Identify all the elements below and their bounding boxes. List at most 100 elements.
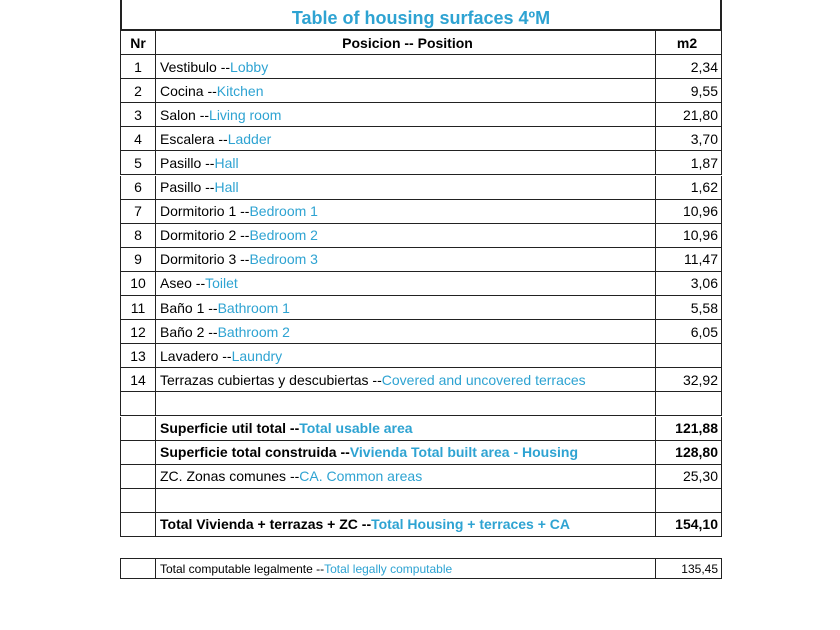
table-row	[120, 488, 722, 513]
position-cell: Superficie util total -- Total usable ar…	[155, 416, 655, 440]
spanish-text: Aseo --	[160, 275, 206, 292]
spanish-text: Vestibulo --	[160, 58, 231, 75]
english-text: Lobby	[230, 58, 269, 75]
m2-cell: 10,96	[655, 223, 722, 247]
table-row	[120, 392, 722, 417]
m2-cell	[655, 488, 722, 512]
position-cell: Baño 2 -- Bathroom 2	[155, 320, 655, 344]
m2-cell: 3,06	[655, 271, 722, 295]
position-cell: Pasillo -- Hall	[155, 175, 655, 199]
english-text: Laundry	[231, 347, 283, 364]
nr-cell: 10	[120, 271, 155, 295]
m2-cell: 10,96	[655, 199, 722, 223]
position-cell: ZC. Zonas comunes -- CA. Common areas	[155, 464, 655, 488]
english-text: Bedroom 1	[249, 203, 318, 220]
nr-cell: 11	[120, 296, 155, 320]
table-row: Nr Posicion -- Position m2	[120, 31, 722, 55]
english-text: Covered and uncovered terraces	[381, 371, 586, 388]
m2-cell	[655, 344, 722, 368]
m2-cell: 2,34	[655, 55, 722, 79]
spanish-text: Escalera --	[160, 130, 228, 147]
m2-cell: 121,88	[655, 416, 722, 440]
column-header: Posicion -- Position	[155, 31, 655, 54]
m2-cell: 32,92	[655, 368, 722, 392]
spanish-text: Lavadero --	[160, 347, 232, 364]
spanish-text: Superficie util total --	[160, 420, 300, 437]
position-cell: Dormitorio 2 -- Bedroom 2	[155, 223, 655, 247]
m2-cell: 128,80	[655, 440, 722, 464]
table-row: 5 Pasillo -- Hall 1,87	[120, 151, 722, 176]
spanish-text: Dormitorio 1 --	[160, 203, 250, 220]
spanish-text: Baño 1 --	[160, 299, 218, 316]
spanish-text: Terrazas cubiertas y descubiertas --	[160, 371, 382, 388]
english-text: Total legally computable	[324, 561, 453, 576]
table-row: 6 Pasillo -- Hall 1,62	[120, 175, 722, 200]
position-cell: Aseo -- Toilet	[155, 271, 655, 295]
english-text: Living room	[209, 106, 282, 123]
nr-cell	[120, 464, 155, 488]
nr-cell: 14	[120, 368, 155, 392]
m2-cell: 1,62	[655, 175, 722, 199]
spanish-text: Cocina --	[160, 82, 217, 99]
nr-cell	[120, 392, 155, 416]
position-cell: Salon -- Living room	[155, 103, 655, 127]
table-row: Superficie util total -- Total usable ar…	[120, 416, 722, 441]
column-header: Nr	[120, 31, 155, 54]
m2-cell: 135,45	[655, 559, 722, 578]
table-row: 7 Dormitorio 1 -- Bedroom 1 10,96	[120, 199, 722, 224]
nr-cell: 8	[120, 223, 155, 247]
m2-cell: 5,58	[655, 296, 722, 320]
position-cell: Vestibulo -- Lobby	[155, 55, 655, 79]
table-row: Superficie total construida -- Vivienda …	[120, 440, 722, 465]
table-row: 14 Terrazas cubiertas y descubiertas -- C…	[120, 368, 722, 393]
nr-cell	[120, 512, 155, 536]
m2-cell: 25,30	[655, 464, 722, 488]
table-row: 1 Vestibulo -- Lobby 2,34	[120, 55, 722, 80]
nr-cell: 3	[120, 103, 155, 127]
english-text: Bathroom 2	[217, 323, 290, 340]
m2-cell: 154,10	[655, 512, 722, 536]
spanish-text: Superficie total construida --	[160, 444, 350, 461]
nr-cell: 4	[120, 127, 155, 151]
position-cell: Lavadero -- Laundry	[155, 344, 655, 368]
table-row: 3 Salon -- Living room 21,80	[120, 103, 722, 128]
english-text: CA. Common areas	[299, 468, 423, 485]
position-cell: Terrazas cubiertas y descubiertas -- Cov…	[155, 368, 655, 392]
position-cell: Baño 1 -- Bathroom 1	[155, 296, 655, 320]
m2-cell: 1,87	[655, 151, 722, 175]
nr-cell: 12	[120, 320, 155, 344]
position-cell: Superficie total construida -- Vivienda …	[155, 440, 655, 464]
english-text: Total Housing + terraces + CA	[371, 516, 571, 533]
nr-cell: 1	[120, 55, 155, 79]
spanish-text: ZC. Zonas comunes --	[160, 468, 300, 485]
table-row: Total computable legalmente -- Total leg…	[120, 558, 722, 579]
table-title: Table of housing surfaces 4ºM	[120, 0, 722, 31]
spanish-text: Pasillo --	[160, 179, 215, 196]
table-row: 2 Cocina -- Kitchen 9,55	[120, 79, 722, 104]
nr-cell: 13	[120, 344, 155, 368]
english-text: Bathroom 1	[217, 299, 290, 316]
table-row: Total Vivienda + terrazas + ZC -- Total …	[120, 512, 722, 537]
english-text: Toilet	[205, 275, 238, 292]
table-row: 13 Lavadero -- Laundry	[120, 344, 722, 369]
nr-cell: 6	[120, 175, 155, 199]
nr-cell	[120, 416, 155, 440]
table-row: 10 Aseo -- Toilet 3,06	[120, 271, 722, 296]
spanish-text: Total Vivienda + terrazas + ZC --	[160, 516, 372, 533]
table-row: ZC. Zonas comunes -- CA. Common areas 25,…	[120, 464, 722, 489]
m2-cell: 21,80	[655, 103, 722, 127]
nr-cell: 2	[120, 79, 155, 103]
english-text: Vivienda Total built area - Housing	[349, 444, 578, 461]
spanish-text: Salon --	[160, 106, 210, 123]
m2-cell: 11,47	[655, 247, 722, 271]
table-row: 9 Dormitorio 3 -- Bedroom 3 11,47	[120, 247, 722, 272]
spanish-text: Pasillo --	[160, 154, 215, 171]
spanish-text: Dormitorio 2 --	[160, 227, 250, 244]
m2-cell: 3,70	[655, 127, 722, 151]
position-cell: Escalera -- Ladder	[155, 127, 655, 151]
english-text: Kitchen	[216, 82, 264, 99]
position-cell: Total Vivienda + terrazas + ZC -- Total …	[155, 512, 655, 536]
position-cell: Cocina -- Kitchen	[155, 79, 655, 103]
position-cell: Dormitorio 3 -- Bedroom 3	[155, 247, 655, 271]
